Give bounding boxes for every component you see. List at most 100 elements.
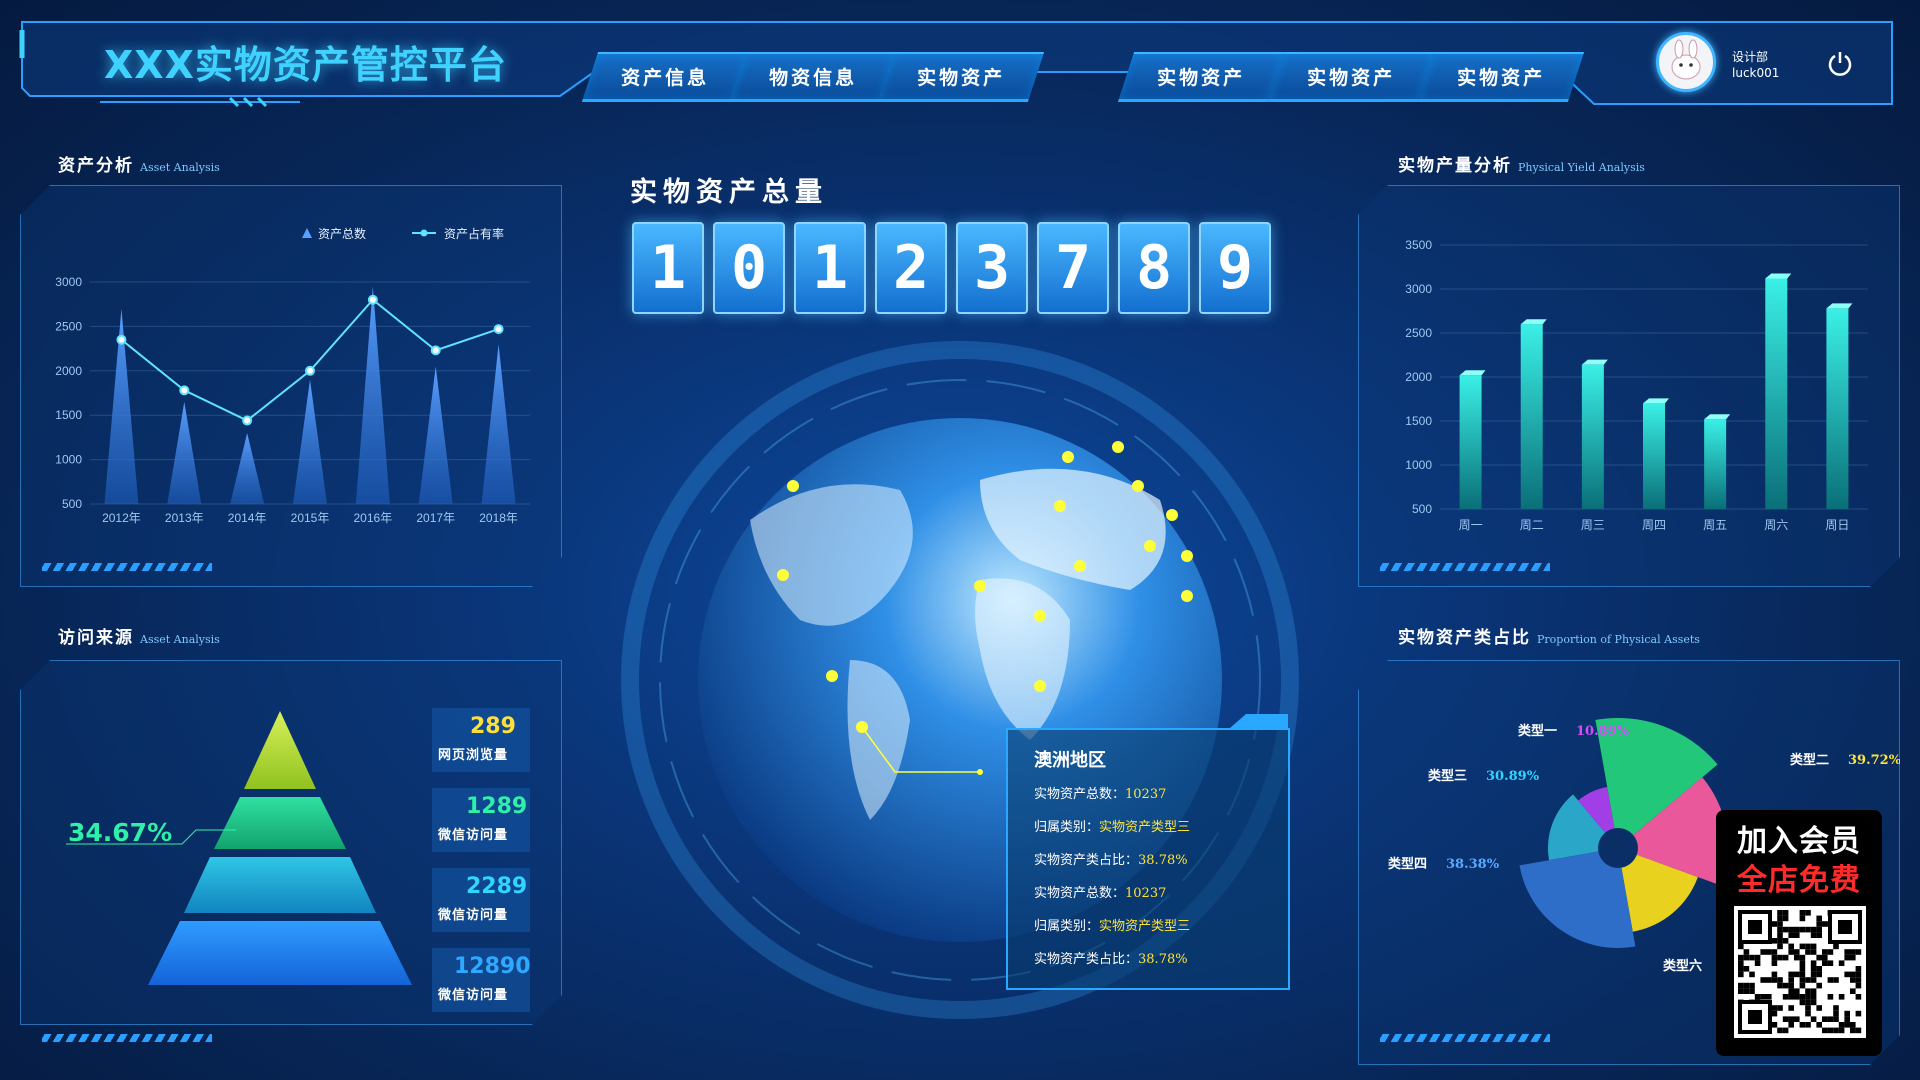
bar [1765,278,1788,509]
pyramid-chart [148,711,412,985]
tab-physical-asset-4[interactable]: 实物资产 [1417,52,1585,102]
pyramid-value-box [432,788,530,852]
app-title: XXX实物资产管控平台 [104,43,507,87]
tooltip-row-value: 38.78% [1138,952,1188,967]
location-marker[interactable] [1034,680,1046,692]
location-marker[interactable] [777,569,789,581]
proportion-chart: 类型一 10.89% 类型二 39.72% 类型三 30.89% 类型四 38.38% 类型六 [1388,718,1900,974]
location-marker[interactable] [1112,441,1124,453]
bar [1459,375,1482,509]
bar-top [1520,319,1547,325]
tooltip-row-label: 实物资产类占比： [1034,853,1139,868]
pie-value-label: 39.72% [1848,753,1900,768]
bar-top [1826,303,1853,309]
tooltip-row-label: 实物资产总数： [1034,886,1126,901]
location-marker[interactable] [1181,590,1193,602]
promo-line-1: 加入会员 [1737,824,1861,859]
cone-bar [293,379,327,504]
location-marker[interactable] [1144,540,1156,552]
tooltip-row-value: 实物资产类型三 [1099,820,1191,835]
pie-label: 类型六 [1663,958,1702,974]
bar-top [1704,414,1731,420]
continent-north-america [750,484,913,626]
power-icon[interactable] [1825,48,1855,78]
total-digit: 1 [632,222,704,314]
legend-label: 资产总数 [318,226,366,241]
bar-top [1765,273,1792,279]
pie-label: 类型三 [1428,768,1467,784]
y-tick-label: 2000 [55,364,82,378]
tooltip-row-value: 实物资产类型三 [1099,919,1191,934]
tab-label: 物资信息 [769,67,858,89]
tab-physical-asset-2[interactable]: 实物资产 [1117,52,1285,102]
x-tick-label: 周日 [1825,518,1849,532]
x-tick-label: 2017年 [416,511,455,525]
total-digit: 2 [875,222,947,314]
tooltip-row: 实物资产总数：10237 [1034,882,1166,901]
pyramid-value-box [432,868,530,932]
user-name: luck001 [1732,66,1780,80]
tooltip-leader-line [861,726,980,773]
pie-value-label: 10.89% [1576,724,1630,739]
tab-physical-asset-1[interactable]: 实物资产 [877,52,1045,102]
continent-africa [975,578,1070,740]
y-tick-label: 1500 [55,408,82,422]
visit-source-title: 访问来源 Asset Analysis [58,628,220,648]
pyramid-layer-4 [148,921,412,985]
cone-bar [481,344,516,504]
visit-source-subtitle: Asset Analysis [140,633,220,646]
pyramid-value-box [432,708,530,772]
qr-code-icon [1734,906,1866,1038]
location-marker[interactable] [1132,480,1144,492]
y-tick-label: 1000 [55,453,82,467]
percent-leader-line [66,829,236,845]
pyramid-value-3: 2289 [466,874,528,899]
tab-material-info[interactable]: 物资信息 [729,52,897,102]
tooltip-row-label: 实物资产总数： [1034,787,1126,802]
tab-label: 实物资产 [917,67,1006,89]
bar [1643,403,1665,509]
pie-label: 类型二 [1790,752,1829,768]
line-point [493,324,504,335]
avatar[interactable] [1656,32,1716,92]
pie-hole [1598,828,1638,868]
continent-south-america [847,660,910,820]
pyramid-value-box [432,948,530,1012]
pyramid-value-2: 1289 [466,794,528,819]
pyramid-value-4: 12890 [454,954,531,979]
pie-slice [1595,718,1718,848]
pie-value-label: 38.38% [1446,857,1500,872]
pyramid-layer-2 [214,797,346,849]
cone-bar [230,432,265,504]
location-marker[interactable] [1166,509,1178,521]
location-marker[interactable] [974,580,986,592]
location-marker[interactable] [826,670,838,682]
y-tick-label: 3000 [1405,282,1432,296]
location-marker[interactable] [1054,500,1066,512]
cone-bar [104,308,139,504]
card-stripe [42,1034,212,1042]
tab-physical-asset-3[interactable]: 实物资产 [1267,52,1435,102]
bar [1581,364,1604,509]
location-marker[interactable] [1062,451,1074,463]
x-tick-label: 周二 [1520,518,1544,532]
asset-analysis-chart: 500 1000 1500 2000 2500 3000 2012年 2013年 2014年 20… [55,226,530,525]
total-digit: 9 [1199,222,1271,314]
card-stripe [42,563,212,571]
pyramid-value-1: 289 [470,714,516,739]
total-digit: 7 [1037,222,1109,314]
location-marker[interactable] [1034,610,1046,622]
tooltip-row-label: 归属类别： [1034,820,1100,835]
tab-label: 实物资产 [1157,67,1246,89]
x-tick-label: 周五 [1703,518,1727,532]
pyramid-label-4: 微信访问量 [438,988,509,1003]
pie-slice [1618,777,1728,886]
location-marker[interactable] [1074,560,1086,572]
tab-asset-info[interactable]: 资产信息 [581,52,749,102]
yield-card [1358,185,1900,587]
location-marker[interactable] [1181,550,1193,562]
pie-value-label: 30.89% [1486,769,1540,784]
location-marker[interactable] [787,480,799,492]
total-digit: 8 [1118,222,1190,314]
asset-analysis-title: 资产分析 Asset Analysis [58,156,220,176]
